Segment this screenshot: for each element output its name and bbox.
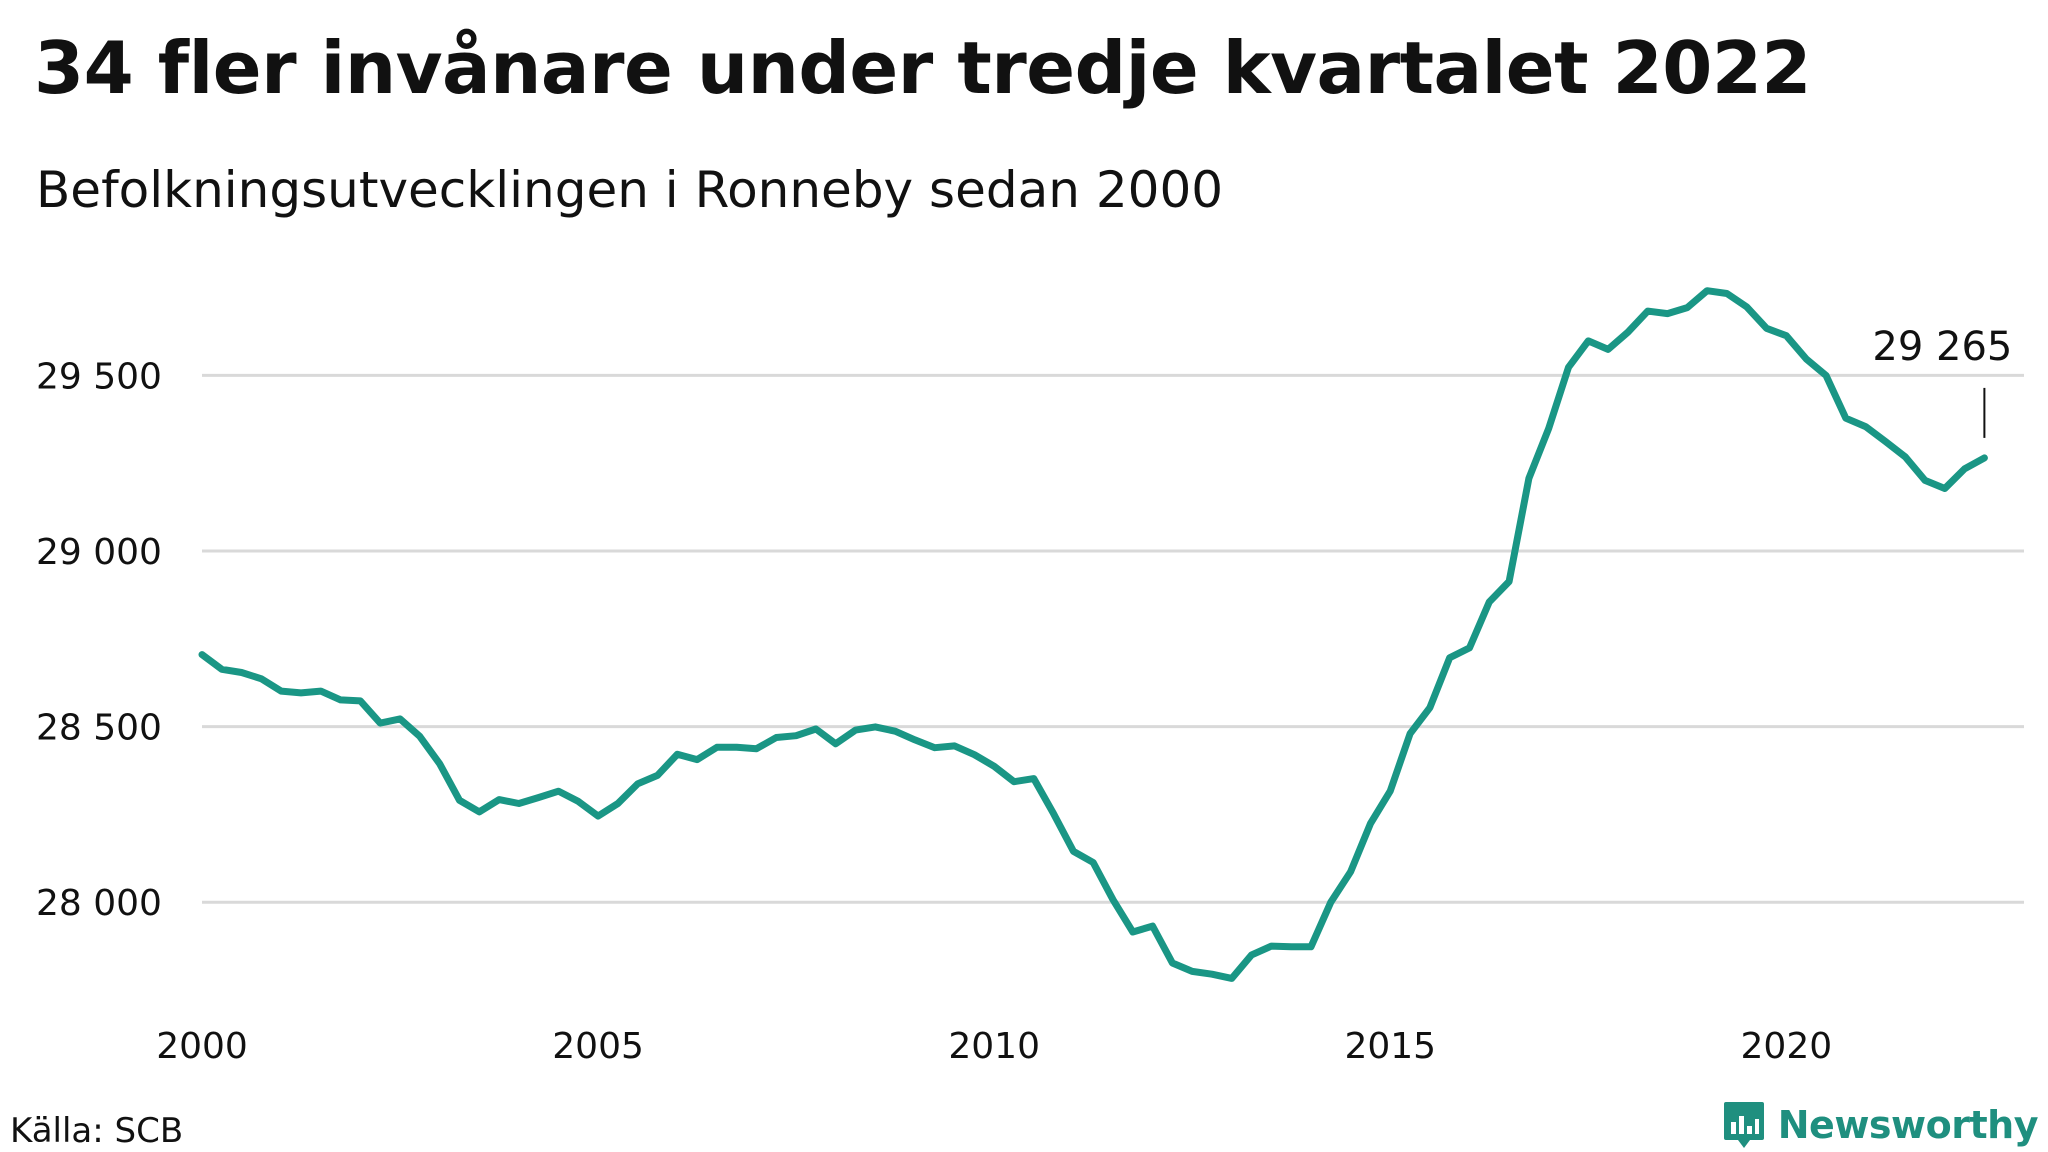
x-tick-label: 2005 [552, 1026, 644, 1067]
end-value-label: 29 265 [1872, 324, 2012, 370]
bar-chart-logo-icon [1723, 1102, 1764, 1148]
brand-name: Newsworthy [1777, 1103, 2039, 1147]
source-note: Källa: SCB [10, 1111, 184, 1151]
y-tick-label: 29 000 [36, 532, 162, 573]
y-axis-ticks: 28 000 28 500 29 000 29 500 [36, 356, 162, 924]
end-annotation: 29 265 [1872, 324, 2012, 438]
brand-logo: Newsworthy [1722, 1100, 2039, 1150]
chart-subtitle: Befolkningsutvecklingen i Ronneby sedan … [36, 161, 1224, 219]
x-tick-label: 2010 [948, 1026, 1040, 1067]
grid-lines [202, 373, 2024, 904]
y-tick-label: 28 500 [36, 708, 162, 749]
y-tick-label: 28 000 [36, 883, 162, 924]
population-series-line [198, 287, 1988, 982]
x-tick-label: 2015 [1344, 1026, 1436, 1067]
chart-title: 34 fler invånare under tredje kvartalet … [34, 26, 1812, 110]
x-tick-label: 2020 [1741, 1026, 1833, 1067]
series-layer [198, 287, 1988, 982]
y-tick-label: 29 500 [36, 356, 162, 397]
x-axis-ticks: 2000 2005 2010 2015 2020 [156, 1026, 1832, 1067]
x-tick-label: 2000 [156, 1026, 248, 1067]
